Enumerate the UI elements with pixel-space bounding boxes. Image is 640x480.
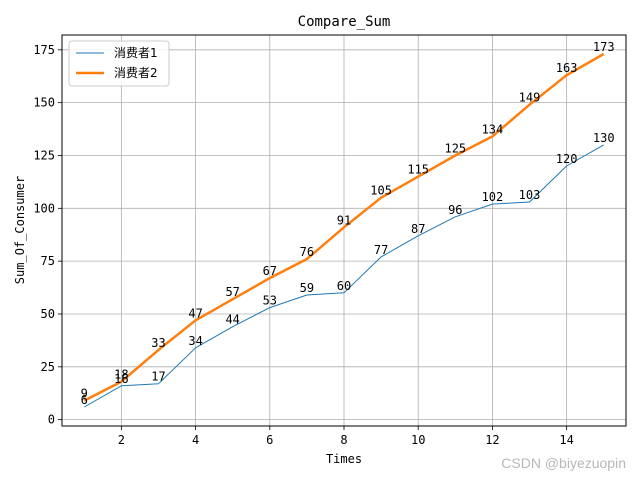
- data-label-series-1: 53: [263, 294, 277, 308]
- data-label-series-1: 87: [411, 222, 425, 236]
- x-tick-label: 2: [118, 433, 125, 447]
- data-label-series-2: 173: [593, 40, 615, 54]
- data-label-series-1: 130: [593, 131, 615, 145]
- series-line-2: [83, 52, 605, 402]
- chart-title: Compare_Sum: [298, 14, 391, 30]
- x-axis-label: Times: [326, 452, 362, 466]
- y-tick-label: 175: [33, 43, 55, 57]
- data-label-series-2: 149: [519, 91, 541, 105]
- data-label-series-2: 76: [300, 245, 314, 259]
- data-label-series-2: 91: [337, 213, 351, 227]
- y-tick-label: 25: [41, 360, 55, 374]
- data-label-series-2: 9: [81, 387, 88, 401]
- y-axis-label: Sum_Of_Consumer: [13, 176, 27, 284]
- data-label-series-1: 96: [448, 203, 462, 217]
- data-label-series-1: 102: [482, 190, 504, 204]
- x-tick-label: 14: [559, 433, 573, 447]
- x-tick-label: 8: [340, 433, 347, 447]
- y-tick-label: 75: [41, 254, 55, 268]
- data-label-series-1: 103: [519, 188, 541, 202]
- data-label-series-2: 105: [370, 184, 392, 198]
- data-label-series-2: 163: [556, 61, 578, 75]
- y-tick-label: 150: [33, 96, 55, 110]
- data-label-series-2: 125: [444, 141, 466, 155]
- data-label-series-1: 60: [337, 279, 351, 293]
- x-tick-label: 10: [411, 433, 425, 447]
- y-tick-label: 0: [48, 413, 55, 427]
- data-label-series-1: 17: [151, 370, 165, 384]
- x-tick-label: 6: [266, 433, 273, 447]
- data-label-series-1: 34: [188, 334, 202, 348]
- y-axis-ticks: 0 25 50 75 100 125 150 175: [33, 43, 62, 427]
- legend: 消费者1 消费者2: [68, 40, 170, 87]
- data-label-series-2: 33: [151, 336, 165, 350]
- data-label-series-2: 18: [114, 368, 128, 382]
- data-label-series-1: 6: [81, 393, 88, 407]
- data-label-series-2: 47: [188, 306, 202, 320]
- y-tick-label: 125: [33, 148, 55, 162]
- data-label-series-2: 57: [225, 285, 239, 299]
- legend-label-series-2: 消费者2: [114, 66, 158, 80]
- watermark: CSDN @biyezuopin: [501, 455, 626, 471]
- data-label-series-1: 44: [225, 313, 239, 327]
- data-labels: 6 16 17 34 44 53 59 60 77 87 96 102 103 120 130 9 18 33 47…: [81, 40, 615, 407]
- y-tick-label: 50: [41, 307, 55, 321]
- x-tick-label: 4: [192, 433, 199, 447]
- data-label-series-1: 59: [300, 281, 314, 295]
- data-label-series-2: 134: [482, 122, 504, 136]
- legend-box: [68, 40, 170, 87]
- y-tick-label: 100: [33, 201, 55, 215]
- data-label-series-2: 115: [407, 163, 429, 177]
- data-label-series-2: 67: [263, 264, 277, 278]
- x-axis-ticks: 2 4 6 8 10 12 14: [118, 426, 574, 447]
- legend-label-series-1: 消费者1: [114, 46, 158, 60]
- data-label-series-1: 16: [114, 372, 128, 386]
- series-layer: [83, 52, 605, 408]
- x-tick-label: 12: [485, 433, 499, 447]
- data-label-series-1: 77: [374, 243, 388, 257]
- data-label-series-1: 120: [556, 152, 578, 166]
- series-line-1: [84, 144, 604, 408]
